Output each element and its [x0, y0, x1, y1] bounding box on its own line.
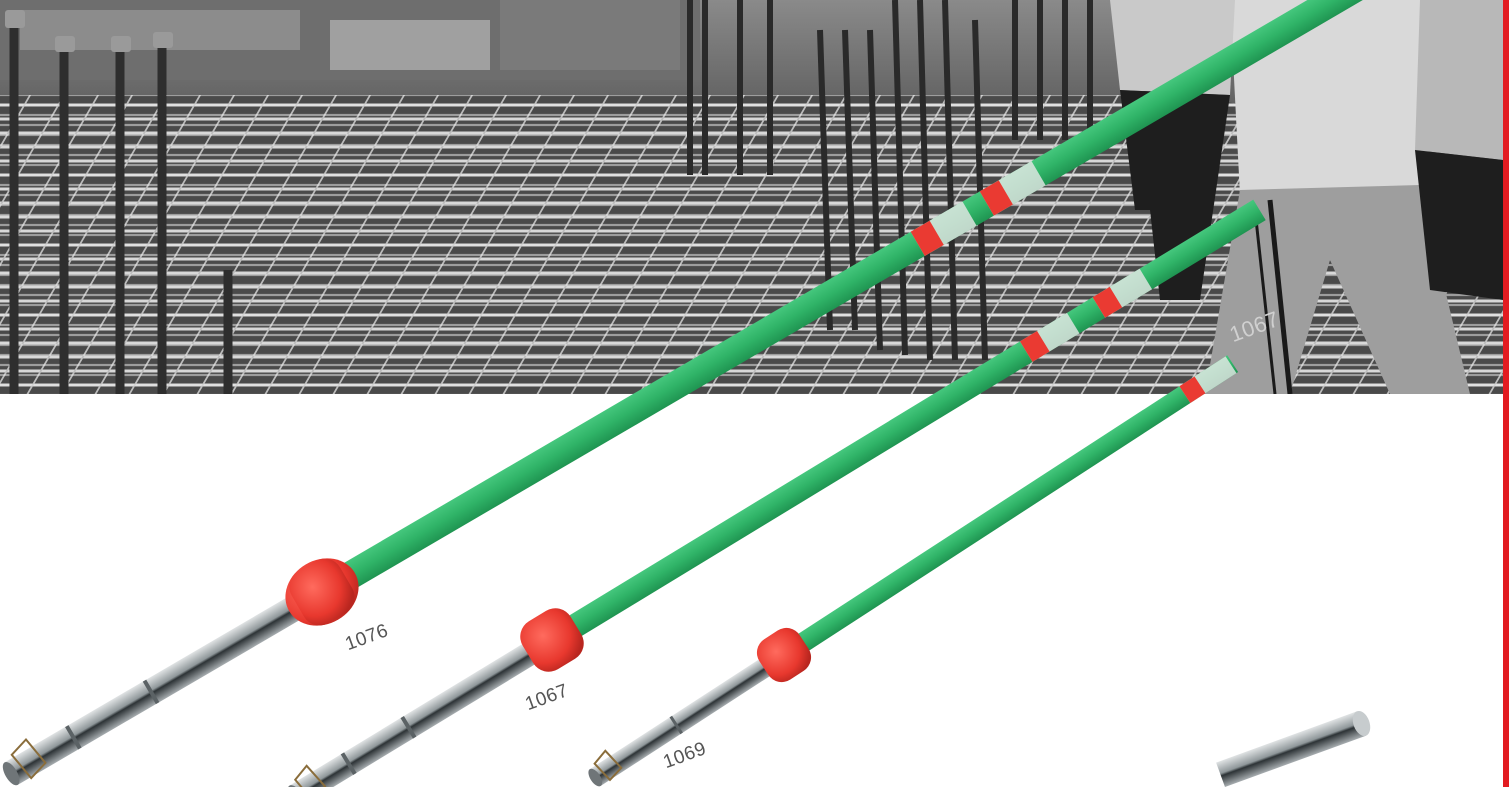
vibrator-1067 — [287, 199, 1266, 787]
construction-site-photo — [0, 0, 1503, 394]
vibrator-1069 — [588, 355, 1239, 787]
partial-product-cylinder — [1216, 710, 1371, 787]
construction-site-illustration — [0, 0, 1503, 394]
accent-bar — [1503, 0, 1509, 787]
